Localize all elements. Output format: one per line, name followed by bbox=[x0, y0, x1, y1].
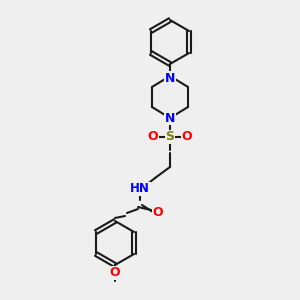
Text: O: O bbox=[153, 206, 163, 218]
Text: O: O bbox=[148, 130, 158, 143]
Text: HN: HN bbox=[130, 182, 150, 196]
Text: O: O bbox=[110, 266, 120, 280]
Text: O: O bbox=[182, 130, 192, 143]
Text: N: N bbox=[165, 112, 175, 124]
Text: S: S bbox=[166, 130, 175, 143]
Text: N: N bbox=[165, 71, 175, 85]
